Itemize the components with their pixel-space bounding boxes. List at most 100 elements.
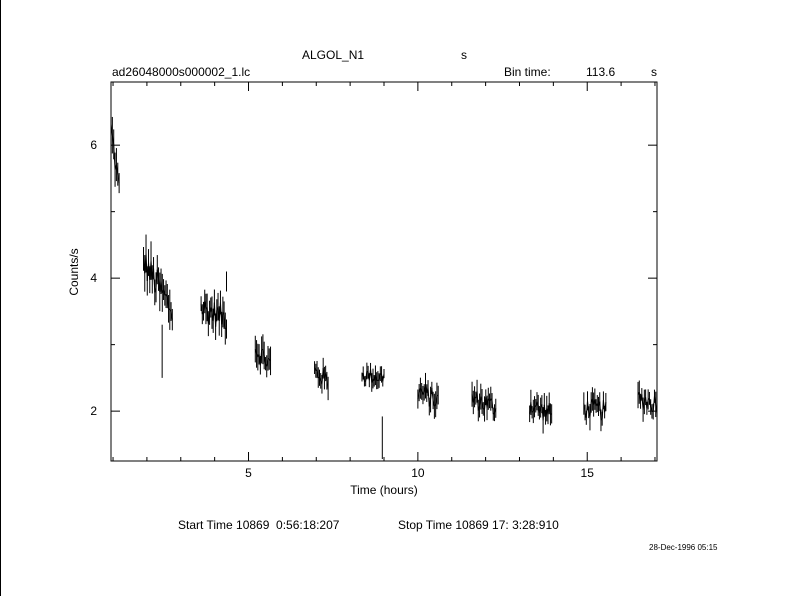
bin-step <box>530 402 533 413</box>
bin-step <box>655 404 658 415</box>
bin-step <box>419 388 423 392</box>
bin-step <box>366 370 369 373</box>
bin-step <box>604 402 607 413</box>
bin-step <box>204 301 207 310</box>
bin-step <box>433 404 437 407</box>
bin-step <box>362 372 365 382</box>
bin-step <box>319 377 322 382</box>
bin-step <box>113 144 116 170</box>
bin-step <box>472 396 476 403</box>
bin-step <box>486 398 489 408</box>
bin-step <box>479 396 482 406</box>
bin-step <box>374 375 378 381</box>
bin-step <box>490 398 493 401</box>
tick-labels: 5 10 15 2 4 6 <box>90 138 594 480</box>
bin-step <box>170 311 173 320</box>
bin-step <box>155 269 158 288</box>
bin-step <box>200 303 203 315</box>
bin-step <box>492 412 495 415</box>
bin-step <box>365 370 368 382</box>
bin-step <box>585 400 589 418</box>
bin-step <box>431 387 434 401</box>
bin-step <box>536 401 539 406</box>
bin-step <box>326 380 329 389</box>
bin-step <box>435 395 438 405</box>
bin-step <box>427 387 430 407</box>
y-tick-label: 4 <box>90 271 97 285</box>
bin-step <box>531 411 534 413</box>
bin-step <box>476 391 479 411</box>
bin-step <box>491 400 494 415</box>
bin-step <box>150 260 153 280</box>
bin-step <box>207 312 211 324</box>
y-tick-label: 6 <box>90 138 97 152</box>
bin-step <box>653 396 657 405</box>
bin-step <box>378 373 381 381</box>
y-axis-label: Counts/s <box>67 248 81 295</box>
bin-step <box>583 403 586 413</box>
bin-step <box>376 379 379 382</box>
bin-step <box>587 400 590 413</box>
x-tick-label: 5 <box>245 466 252 480</box>
bin-step <box>601 400 604 419</box>
bin-step <box>648 398 652 408</box>
bin-step <box>154 287 157 293</box>
bin-step <box>432 400 435 407</box>
bin-step <box>642 401 645 410</box>
bin-step <box>254 348 258 355</box>
bin-step <box>110 123 113 136</box>
y-tick-label: 2 <box>90 404 97 418</box>
bin-time-value: 113.6 <box>586 65 616 79</box>
bin-step <box>600 418 603 421</box>
bin-step <box>160 281 163 293</box>
bin-step <box>480 396 483 402</box>
bin-step <box>548 403 551 415</box>
bin-step <box>163 289 166 296</box>
bin-step <box>436 394 439 397</box>
bin-step <box>532 406 536 412</box>
window-left-border <box>0 0 1 596</box>
bin-step <box>168 308 171 311</box>
bin-step <box>314 367 317 371</box>
plot-frame <box>110 81 658 462</box>
bin-step <box>222 311 225 316</box>
bin-step <box>652 396 655 412</box>
bin-step <box>382 373 385 382</box>
data-points <box>110 112 658 460</box>
chart-title-suffix: s <box>461 48 467 62</box>
bin-step <box>111 135 115 145</box>
bin-step <box>550 413 552 415</box>
bin-step <box>117 174 120 184</box>
bin-step <box>223 315 226 329</box>
bin-step <box>599 401 602 421</box>
bin-step <box>325 373 328 381</box>
bin-step <box>166 296 170 309</box>
bin-step <box>115 164 119 175</box>
x-tick-label: 15 <box>581 466 595 480</box>
bin-step <box>266 358 269 367</box>
bin-step <box>481 401 484 409</box>
bin-step <box>534 405 537 408</box>
bin-step <box>424 385 428 394</box>
bin-step <box>267 357 270 360</box>
bin-step <box>219 302 223 325</box>
bin-step <box>153 268 156 293</box>
bin-step <box>428 399 432 407</box>
bin-step <box>201 311 204 315</box>
bin-step <box>156 269 160 280</box>
bin-time-unit: s <box>651 65 657 79</box>
bin-step <box>538 407 542 413</box>
start-time: Start Time 10869 0:56:18:207 <box>178 518 340 532</box>
bin-step <box>594 399 597 407</box>
x-tick-label: 10 <box>411 466 425 480</box>
bin-step <box>210 307 213 313</box>
bin-step <box>646 399 649 409</box>
bin-step <box>169 309 172 312</box>
axis-ticks <box>111 82 657 461</box>
bin-step <box>589 402 592 418</box>
bin-step <box>268 358 271 362</box>
bin-step <box>262 349 265 356</box>
plot-timestamp: 28-Dec-1996 05:15 <box>649 543 718 552</box>
stop-time: Stop Time 10869 17: 3:28:910 <box>398 518 559 532</box>
